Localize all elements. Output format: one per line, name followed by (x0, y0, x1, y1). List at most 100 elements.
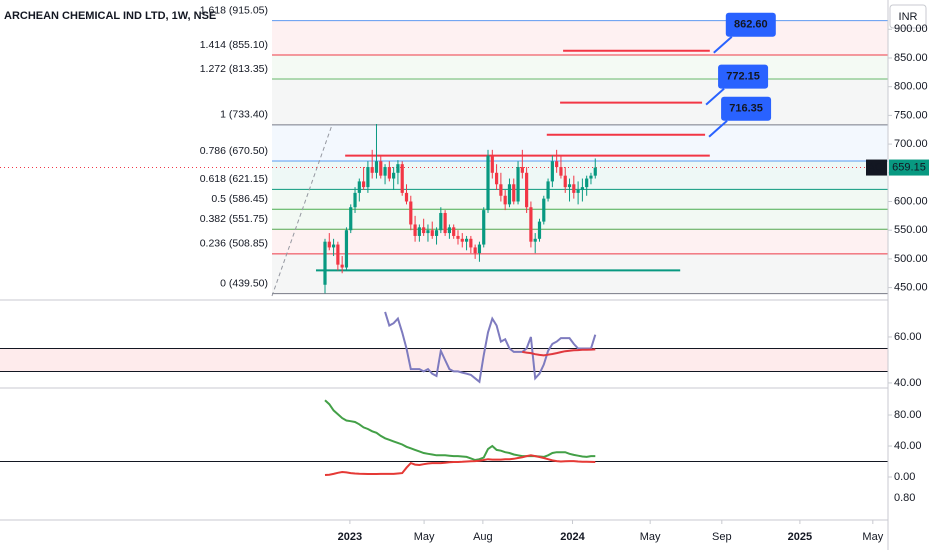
candle-body (460, 238, 464, 242)
candle-body (447, 227, 452, 234)
x-tick-label: Aug (473, 531, 493, 543)
candle-body (533, 238, 537, 242)
candle-body (580, 187, 584, 191)
currency-label[interactable]: INR (899, 11, 918, 23)
candle-body (542, 198, 546, 222)
candle-body (507, 184, 512, 205)
currency-box[interactable] (889, 4, 927, 29)
callout-box (721, 96, 772, 121)
trend-drawing (271, 124, 333, 297)
fib-label: 1.272 (813.35) (200, 63, 268, 75)
candle-body (349, 207, 353, 231)
candle-body (379, 161, 383, 176)
fib-band (272, 161, 888, 190)
candle-body (593, 167, 597, 176)
fib-band (272, 55, 888, 80)
candle-body (516, 167, 520, 202)
candle-body (576, 190, 580, 193)
candle-body (563, 175, 567, 188)
candle-body (520, 167, 524, 173)
candle-body (383, 167, 387, 176)
fib-band (272, 189, 888, 210)
fib-band (272, 229, 888, 254)
y-tick-label: 40.00 (894, 440, 922, 452)
y-tick-label: 450.00 (894, 282, 928, 294)
candle-body (344, 230, 349, 268)
callout-label: 716.35 (729, 103, 763, 115)
candle-body (439, 212, 443, 231)
candle-body (456, 235, 460, 239)
y-tick-label: 800.00 (894, 81, 928, 93)
x-tick-label: 2024 (560, 531, 585, 543)
candle-body (327, 241, 331, 248)
y-tick-label: 40.00 (894, 377, 922, 389)
x-tick-label: 2023 (338, 531, 362, 543)
x-tick-label: 2025 (788, 531, 812, 543)
candle-body (396, 164, 400, 173)
candle-body (434, 230, 439, 236)
candle-body (490, 155, 494, 173)
candle-body (422, 227, 426, 234)
y-tick-label: 900.00 (894, 23, 928, 35)
fib-label: 0.236 (508.85) (200, 238, 268, 250)
candle-body (353, 192, 357, 208)
fib-label: 0.786 (670.50) (200, 145, 268, 157)
callout-label: 862.60 (734, 19, 768, 31)
candle-body (374, 161, 379, 173)
last-price-box (889, 159, 929, 176)
fib-label: 1.618 (915.05) (200, 4, 268, 16)
last-price-label: 659.15 (892, 161, 926, 173)
candle-body (417, 227, 421, 236)
indicator-line (384, 311, 597, 384)
candle-body (559, 167, 563, 176)
candle-body (430, 230, 434, 236)
fib-label: 0 (439.50) (220, 277, 268, 289)
candle-body (494, 172, 499, 185)
indicator-line (324, 399, 596, 462)
callout-pointer (708, 119, 728, 138)
callout-box (725, 12, 776, 37)
candle-body (473, 247, 477, 254)
candle-body (404, 192, 409, 202)
candle-body (426, 230, 430, 234)
y-tick-label: 500.00 (894, 253, 928, 265)
fib-band (272, 209, 888, 230)
candle-body (413, 224, 417, 236)
candle-body (323, 241, 327, 285)
fib-label: 1 (733.40) (220, 109, 268, 121)
callout-pointer (713, 36, 733, 54)
candle-body (464, 238, 469, 242)
candle-body (486, 155, 490, 211)
fib-label: 1.414 (855.10) (200, 39, 268, 51)
y-tick-label: 80.00 (894, 409, 922, 421)
candle-body (499, 184, 503, 196)
symbol-label: ACI (867, 161, 885, 173)
y-tick-label: 600.00 (894, 195, 928, 207)
candle-body (366, 167, 370, 188)
fib-band (272, 253, 888, 294)
fib-band (272, 20, 888, 56)
candle-body (546, 181, 550, 199)
candle-body (443, 212, 447, 234)
candle-body (452, 227, 456, 236)
candle-body (370, 167, 374, 173)
backgrounds (0, 20, 888, 463)
fib-label: 0.382 (551.75) (200, 213, 268, 225)
fib-label: 0.618 (621.15) (200, 173, 268, 185)
y-tick-label: 700.00 (894, 138, 928, 150)
y-tick-label: 850.00 (894, 52, 928, 64)
candle-body (340, 264, 344, 268)
candle-body (477, 244, 482, 254)
callout-box (718, 64, 769, 89)
candle-body (567, 184, 572, 188)
chart-title: ARCHEAN CHEMICAL IND LTD, 1W, NSE (4, 10, 216, 22)
y-tick-label: 60.00 (894, 331, 922, 343)
y-tick-label: 550.00 (894, 224, 928, 236)
indicator-line (324, 454, 596, 476)
axis-label: 0.80 (894, 492, 915, 504)
x-tick-label: May (640, 531, 661, 543)
callout-label: 772.15 (726, 71, 760, 83)
callout-pointer (705, 87, 725, 106)
